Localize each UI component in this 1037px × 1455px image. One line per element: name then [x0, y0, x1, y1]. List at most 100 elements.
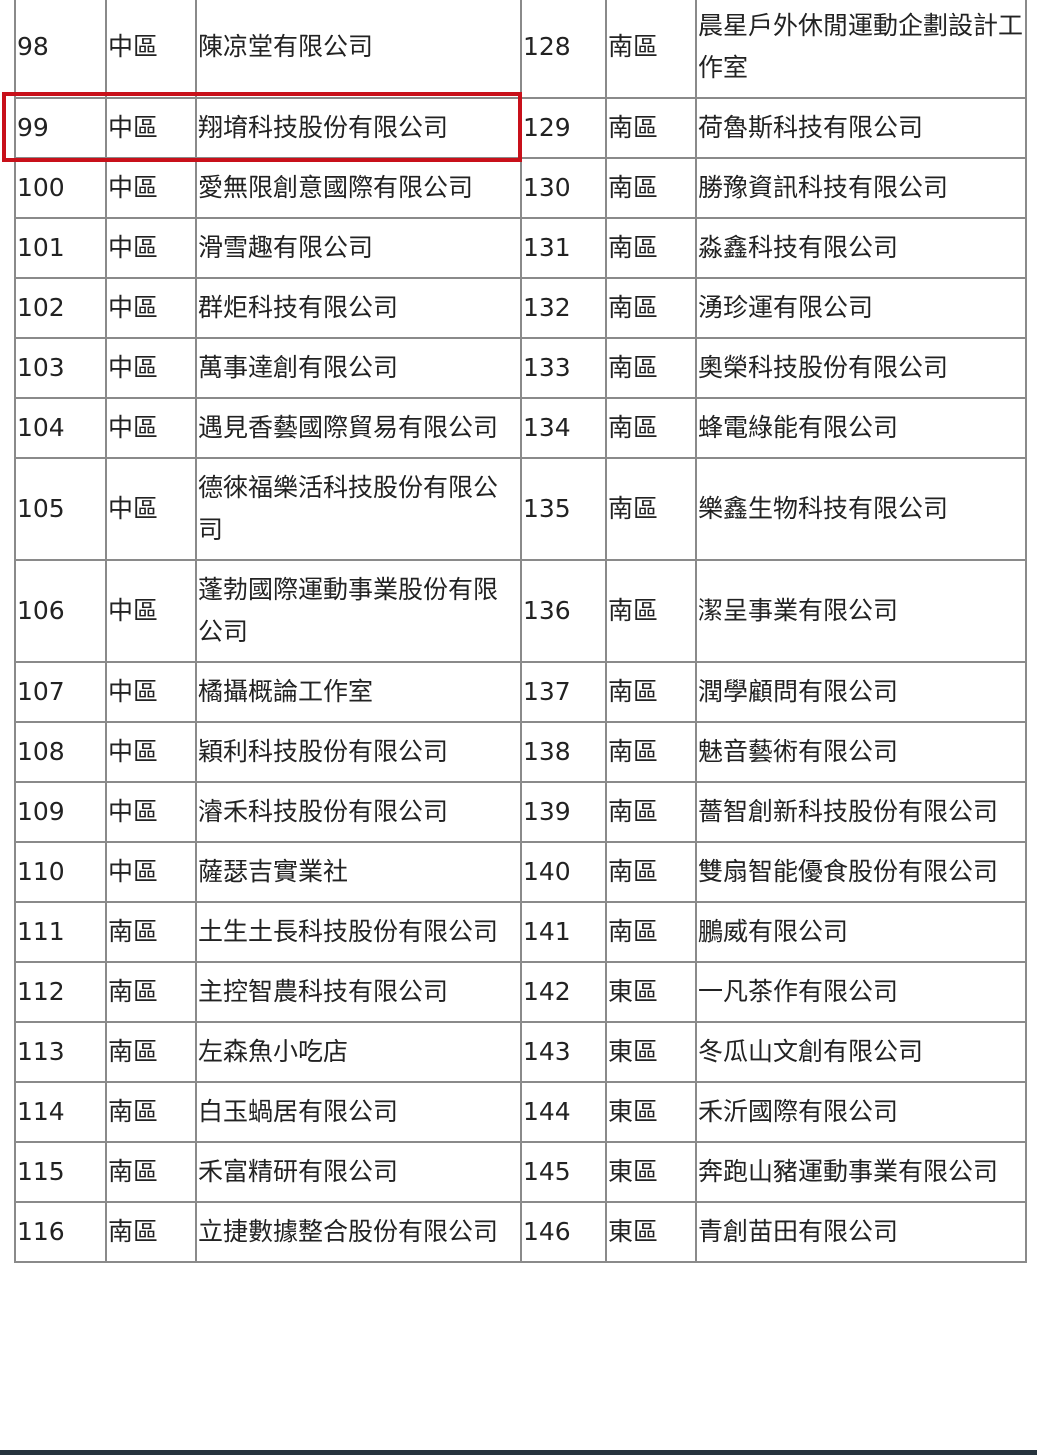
- table-row: 114 南區 白玉蝸居有限公司 144 東區 禾沂國際有限公司: [14, 1081, 1027, 1143]
- right-number-cell: 142: [520, 961, 607, 1023]
- right-number-cell: 128: [520, 0, 607, 99]
- right-number-cell: 131: [520, 217, 607, 279]
- left-region-cell: 中區: [105, 97, 197, 159]
- right-number-cell: 140: [520, 841, 607, 903]
- left-number-cell: 98: [14, 0, 107, 99]
- left-region-cell: 南區: [105, 901, 197, 963]
- left-region-cell: 南區: [105, 1081, 197, 1143]
- table-row: 99 中區 翔堉科技股份有限公司 129 南區 荷魯斯科技有限公司: [14, 97, 1027, 159]
- right-region-cell: 南區: [605, 901, 697, 963]
- right-region-cell: 南區: [605, 457, 697, 561]
- left-number-cell: 106: [14, 559, 107, 663]
- table-row: 101 中區 滑雪趣有限公司 131 南區 淼鑫科技有限公司: [14, 217, 1027, 279]
- left-number-cell: 104: [14, 397, 107, 459]
- right-company-cell: 冬瓜山文創有限公司: [695, 1021, 1027, 1083]
- left-number-cell: 100: [14, 157, 107, 219]
- right-company-cell: 潔呈事業有限公司: [695, 559, 1027, 663]
- right-company-cell: 勝豫資訊科技有限公司: [695, 157, 1027, 219]
- right-number-cell: 129: [520, 97, 607, 159]
- table-row: 107 中區 橘攝概論工作室 137 南區 潤學顧問有限公司: [14, 661, 1027, 723]
- right-company-cell: 潤學顧問有限公司: [695, 661, 1027, 723]
- left-number-cell: 109: [14, 781, 107, 843]
- right-company-cell: 一凡茶作有限公司: [695, 961, 1027, 1023]
- right-company-cell: 淼鑫科技有限公司: [695, 217, 1027, 279]
- right-region-cell: 南區: [605, 661, 697, 723]
- right-region-cell: 南區: [605, 559, 697, 663]
- left-region-cell: 中區: [105, 277, 197, 339]
- left-number-cell: 111: [14, 901, 107, 963]
- right-number-cell: 145: [520, 1141, 607, 1203]
- left-number-cell: 116: [14, 1201, 107, 1263]
- right-number-cell: 134: [520, 397, 607, 459]
- right-company-cell: 雙扇智能優食股份有限公司: [695, 841, 1027, 903]
- left-company-cell: 濬禾科技股份有限公司: [195, 781, 522, 843]
- right-company-cell: 蜂電綠能有限公司: [695, 397, 1027, 459]
- right-region-cell: 東區: [605, 1141, 697, 1203]
- right-number-cell: 132: [520, 277, 607, 339]
- left-company-cell: 愛無限創意國際有限公司: [195, 157, 522, 219]
- right-number-cell: 143: [520, 1021, 607, 1083]
- left-company-cell: 主控智農科技有限公司: [195, 961, 522, 1023]
- left-company-cell: 蓬勃國際運動事業股份有限公司: [195, 559, 522, 663]
- left-company-cell: 禾富精研有限公司: [195, 1141, 522, 1203]
- right-company-cell: 薔智創新科技股份有限公司: [695, 781, 1027, 843]
- right-region-cell: 南區: [605, 841, 697, 903]
- table-row: 112 南區 主控智農科技有限公司 142 東區 一凡茶作有限公司: [14, 961, 1027, 1023]
- table-row: 105 中區 德徠福樂活科技股份有限公司 135 南區 樂鑫生物科技有限公司: [14, 457, 1027, 561]
- right-region-cell: 南區: [605, 397, 697, 459]
- right-region-cell: 東區: [605, 1201, 697, 1263]
- left-number-cell: 102: [14, 277, 107, 339]
- right-region-cell: 南區: [605, 337, 697, 399]
- left-number-cell: 113: [14, 1021, 107, 1083]
- right-region-cell: 東區: [605, 961, 697, 1023]
- right-region-cell: 東區: [605, 1081, 697, 1143]
- table-row: 106 中區 蓬勃國際運動事業股份有限公司 136 南區 潔呈事業有限公司: [14, 559, 1027, 663]
- left-region-cell: 中區: [105, 841, 197, 903]
- left-number-cell: 107: [14, 661, 107, 723]
- right-region-cell: 南區: [605, 0, 697, 99]
- left-company-cell: 滑雪趣有限公司: [195, 217, 522, 279]
- right-number-cell: 130: [520, 157, 607, 219]
- left-region-cell: 中區: [105, 337, 197, 399]
- bottom-bar: [0, 1450, 1037, 1455]
- right-company-cell: 奧榮科技股份有限公司: [695, 337, 1027, 399]
- left-company-cell: 薩瑟吉實業社: [195, 841, 522, 903]
- left-company-cell: 白玉蝸居有限公司: [195, 1081, 522, 1143]
- left-region-cell: 南區: [105, 1201, 197, 1263]
- left-number-cell: 101: [14, 217, 107, 279]
- table-row: 115 南區 禾富精研有限公司 145 東區 奔跑山豬運動事業有限公司: [14, 1141, 1027, 1203]
- left-company-cell: 穎利科技股份有限公司: [195, 721, 522, 783]
- right-number-cell: 146: [520, 1201, 607, 1263]
- left-company-cell: 橘攝概論工作室: [195, 661, 522, 723]
- right-company-cell: 樂鑫生物科技有限公司: [695, 457, 1027, 561]
- left-company-cell: 群炬科技有限公司: [195, 277, 522, 339]
- left-number-cell: 110: [14, 841, 107, 903]
- table-body: 98 中區 陳凉堂有限公司 128 南區 晨星戶外休閒運動企劃設計工作室 99 中區 翔堉科技股…: [14, 0, 1027, 1263]
- left-company-cell: 立捷數據整合股份有限公司: [195, 1201, 522, 1263]
- right-region-cell: 南區: [605, 157, 697, 219]
- left-region-cell: 南區: [105, 961, 197, 1023]
- table-row: 111 南區 土生土長科技股份有限公司 141 南區 鵬威有限公司: [14, 901, 1027, 963]
- table-row: 104 中區 遇見香藝國際貿易有限公司 134 南區 蜂電綠能有限公司: [14, 397, 1027, 459]
- right-number-cell: 135: [520, 457, 607, 561]
- right-company-cell: 荷魯斯科技有限公司: [695, 97, 1027, 159]
- table-row: 113 南區 左森魚小吃店 143 東區 冬瓜山文創有限公司: [14, 1021, 1027, 1083]
- right-company-cell: 湧珍運有限公司: [695, 277, 1027, 339]
- right-company-cell: 奔跑山豬運動事業有限公司: [695, 1141, 1027, 1203]
- right-company-cell: 鵬威有限公司: [695, 901, 1027, 963]
- right-number-cell: 139: [520, 781, 607, 843]
- right-company-cell: 晨星戶外休閒運動企劃設計工作室: [695, 0, 1027, 99]
- right-number-cell: 141: [520, 901, 607, 963]
- left-company-cell: 土生土長科技股份有限公司: [195, 901, 522, 963]
- left-company-cell: 萬事達創有限公司: [195, 337, 522, 399]
- left-region-cell: 中區: [105, 217, 197, 279]
- right-number-cell: 133: [520, 337, 607, 399]
- table-row: 102 中區 群炬科技有限公司 132 南區 湧珍運有限公司: [14, 277, 1027, 339]
- left-number-cell: 103: [14, 337, 107, 399]
- right-region-cell: 南區: [605, 781, 697, 843]
- left-region-cell: 中區: [105, 781, 197, 843]
- left-number-cell: 114: [14, 1081, 107, 1143]
- table-row: 109 中區 濬禾科技股份有限公司 139 南區 薔智創新科技股份有限公司: [14, 781, 1027, 843]
- left-region-cell: 中區: [105, 559, 197, 663]
- company-list-table: 98 中區 陳凉堂有限公司 128 南區 晨星戶外休閒運動企劃設計工作室 99 中區 翔堉科技股…: [14, 0, 1027, 1263]
